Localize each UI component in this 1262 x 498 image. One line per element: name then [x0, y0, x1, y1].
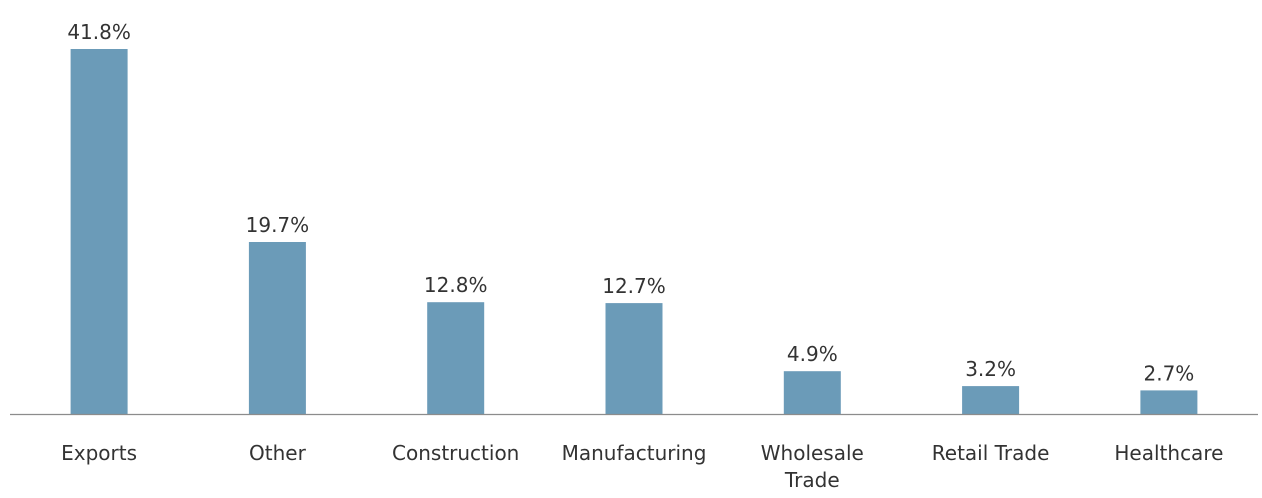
x-tick-label-line: Manufacturing	[562, 441, 707, 465]
bar-wholesale-trade	[783, 371, 841, 414]
x-tick-label-manufacturing: Manufacturing	[562, 441, 707, 465]
bar-retail-trade	[962, 386, 1020, 414]
x-tick-label-wholesale-trade: Wholesale Trade	[761, 441, 864, 492]
x-tick-label-line: Construction	[392, 441, 519, 465]
x-tick-label-retail-trade: Retail Trade	[932, 441, 1050, 465]
bar-construction	[427, 302, 485, 414]
bar-exports	[70, 49, 128, 414]
bar-manufacturing	[605, 303, 663, 414]
bar-healthcare	[1140, 390, 1198, 414]
x-tick-label-healthcare: Healthcare	[1114, 441, 1223, 465]
x-tick-label-line: Wholesale	[761, 441, 864, 465]
x-tick-label-construction: Construction	[392, 441, 519, 465]
data-label-exports: 41.8%	[67, 20, 131, 44]
x-tick-label-other: Other	[249, 441, 307, 465]
data-label-construction: 12.8%	[424, 273, 488, 297]
x-tick-label-line: Trade	[784, 468, 840, 492]
bars-group	[70, 49, 1198, 414]
data-label-manufacturing: 12.7%	[602, 274, 666, 298]
x-tick-label-line: Exports	[61, 441, 137, 465]
x-axis-tick-labels: Exports Other Construction Manufacturing Who…	[61, 441, 1223, 492]
data-label-other: 19.7%	[246, 213, 310, 237]
data-label-wholesale-trade: 4.9%	[787, 342, 838, 366]
x-tick-label-line: Retail Trade	[932, 441, 1050, 465]
x-tick-label-line: Healthcare	[1114, 441, 1223, 465]
data-label-retail-trade: 3.2%	[965, 357, 1016, 381]
x-tick-label-exports: Exports	[61, 441, 137, 465]
value-labels-group: 41.8% 19.7% 12.8% 12.7% 4.9% 3.2% 2.7%	[67, 20, 1194, 385]
x-tick-label-line: Other	[249, 441, 307, 465]
data-label-healthcare: 2.7%	[1143, 361, 1194, 385]
bar-other	[248, 242, 306, 414]
